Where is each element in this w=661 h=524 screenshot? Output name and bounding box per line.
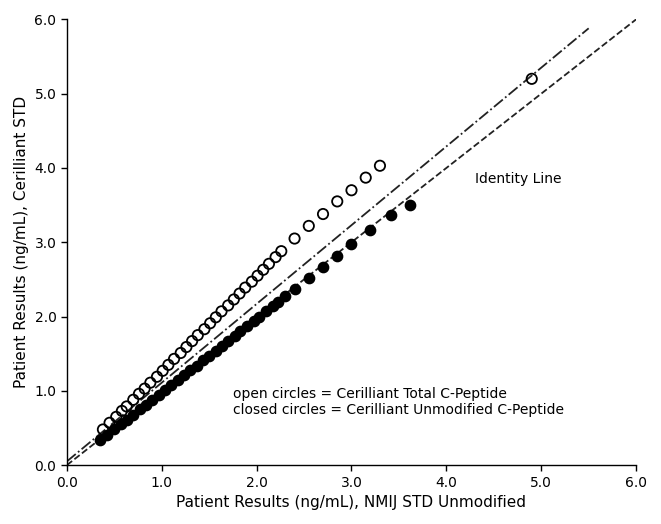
Point <box>187 337 198 345</box>
Point <box>185 366 196 374</box>
Point <box>163 361 174 369</box>
Point <box>101 431 112 439</box>
Point <box>175 349 186 357</box>
Point <box>303 274 314 282</box>
Point <box>290 234 300 243</box>
Point <box>152 373 163 381</box>
Point <box>365 225 375 234</box>
Point <box>242 322 253 331</box>
Point <box>216 307 227 315</box>
Point <box>197 356 208 365</box>
Point <box>122 402 132 411</box>
Point <box>145 378 155 387</box>
Point <box>375 161 385 170</box>
Point <box>405 201 416 209</box>
Point <box>116 407 127 415</box>
Point <box>166 381 176 389</box>
Point <box>240 283 251 292</box>
Point <box>128 410 139 419</box>
Point <box>253 271 263 280</box>
Point <box>98 425 108 434</box>
Point <box>159 386 170 394</box>
Point <box>261 307 272 315</box>
Point <box>290 285 300 293</box>
Text: Identity Line: Identity Line <box>475 172 561 186</box>
Point <box>346 186 357 194</box>
Point <box>332 252 342 260</box>
Point <box>181 343 192 351</box>
Point <box>128 396 139 404</box>
Point <box>153 390 164 399</box>
Point <box>235 327 246 335</box>
Point <box>210 346 221 355</box>
Point <box>276 247 287 255</box>
Point <box>192 362 202 370</box>
Point <box>104 419 115 427</box>
Point <box>346 241 357 249</box>
Point <box>135 405 145 413</box>
Point <box>205 319 215 328</box>
Point <box>134 390 144 398</box>
Point <box>332 197 342 205</box>
Point <box>318 210 329 218</box>
Y-axis label: Patient Results (ng/mL), Cerilliant STD: Patient Results (ng/mL), Cerilliant STD <box>14 96 29 388</box>
X-axis label: Patient Results (ng/mL), NMIJ STD Unmodified: Patient Results (ng/mL), NMIJ STD Unmodi… <box>176 495 526 510</box>
Point <box>140 401 151 409</box>
Point <box>199 325 210 333</box>
Point <box>216 341 227 350</box>
Point <box>147 396 157 404</box>
Point <box>270 253 281 261</box>
Point <box>192 331 203 340</box>
Point <box>247 277 257 286</box>
Point <box>178 371 189 379</box>
Point <box>109 424 120 433</box>
Point <box>318 263 329 271</box>
Point <box>223 337 233 345</box>
Point <box>303 222 314 230</box>
Point <box>234 289 245 298</box>
Point <box>116 420 126 429</box>
Point <box>258 266 268 274</box>
Point <box>111 413 122 421</box>
Point <box>210 313 221 322</box>
Point <box>204 352 214 360</box>
Point <box>122 416 132 424</box>
Point <box>264 259 274 268</box>
Point <box>223 301 233 310</box>
Point <box>173 376 183 385</box>
Point <box>526 74 537 83</box>
Point <box>169 355 179 363</box>
Point <box>254 312 265 321</box>
Point <box>268 302 278 310</box>
Point <box>360 173 371 182</box>
Point <box>157 367 168 375</box>
Point <box>280 292 290 301</box>
Point <box>139 385 150 393</box>
Point <box>95 435 105 444</box>
Point <box>229 296 239 304</box>
Point <box>229 332 240 340</box>
Point <box>249 317 259 325</box>
Point <box>273 298 284 306</box>
Text: open circles = Cerilliant Total C-Peptide
closed circles = Cerilliant Unmodified: open circles = Cerilliant Total C-Peptid… <box>233 387 564 417</box>
Point <box>386 211 397 219</box>
